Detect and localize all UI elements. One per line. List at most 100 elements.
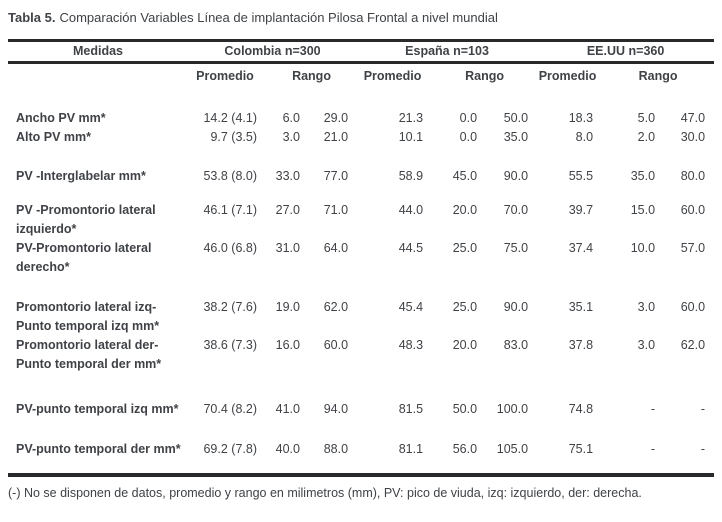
measure-cell: Ancho PV mm*: [16, 111, 106, 125]
value-cell: 35.0: [630, 169, 656, 183]
value-cell: 3.0: [637, 338, 656, 352]
subheader-promedio-espana: Promedio: [363, 69, 422, 83]
value-cell: 15.0: [630, 203, 656, 217]
value-cell: 27.0: [275, 203, 300, 217]
value-cell: 0.0: [459, 130, 478, 144]
table-row: PV-punto temporal izq mm* 70.4 (8.2) 41.…: [8, 374, 714, 419]
value-cell: 90.0: [503, 300, 529, 314]
value-cell: 75.0: [503, 241, 529, 255]
value-cell: 88.0: [323, 442, 349, 456]
measure-cell: Promontorio lateral der- Punto temporal …: [16, 338, 162, 371]
value-cell: -: [700, 442, 706, 456]
value-cell: 2.0: [637, 130, 656, 144]
group-header-espana: España n=103: [357, 40, 538, 64]
value-cell: 41.0: [275, 402, 300, 416]
measure-cell: Alto PV mm*: [16, 130, 92, 144]
value-cell: -: [650, 442, 656, 456]
table-title: Tabla 5. Comparación Variables Línea de i…: [8, 10, 714, 26]
value-cell: 45.0: [452, 169, 478, 183]
value-cell: 46.0 (6.8): [203, 241, 257, 255]
value-cell: 31.0: [275, 241, 300, 255]
subheader-rango-colombia: Rango: [292, 69, 331, 83]
page: Tabla 5. Comparación Variables Línea de i…: [0, 10, 722, 501]
table-title-text: Comparación Variables Línea de implantac…: [59, 10, 498, 25]
value-cell: 14.2 (4.1): [203, 111, 257, 125]
group-header-colombia: Colombia n=300: [188, 40, 358, 64]
table-row: PV -Interglabelar mm* 53.8 (8.0) 33.0 77…: [8, 147, 714, 186]
value-cell: 69.2 (7.8): [203, 442, 257, 456]
value-cell: 60.0: [680, 203, 706, 217]
table-number-label: Tabla 5.: [8, 10, 56, 25]
table-row: PV-punto temporal der mm* 69.2 (7.8) 40.…: [8, 419, 714, 475]
value-cell: 10.0: [630, 241, 656, 255]
value-cell: 38.6 (7.3): [203, 338, 257, 352]
measures-column-header: Medidas: [8, 40, 188, 64]
value-cell: 19.0: [275, 300, 300, 314]
table-body: Ancho PV mm* 14.2 (4.1) 6.0 29.0 21.3 0.…: [8, 83, 714, 475]
value-cell: 105.0: [496, 442, 529, 456]
value-cell: 71.0: [323, 203, 349, 217]
value-cell: 81.1: [398, 442, 424, 456]
value-cell: 64.0: [323, 241, 349, 255]
value-cell: 56.0: [452, 442, 478, 456]
measure-cell: PV-punto temporal der mm*: [16, 442, 181, 456]
value-cell: 81.5: [398, 402, 424, 416]
country-header-row: Medidas Colombia n=300 España n=103 EE.U…: [8, 40, 715, 64]
value-cell: 100.0: [496, 402, 529, 416]
value-cell: 46.1 (7.1): [203, 203, 257, 217]
value-cell: 38.2 (7.6): [203, 300, 257, 314]
value-cell: 40.0: [275, 442, 300, 456]
value-cell: 8.0: [575, 130, 594, 144]
value-cell: 20.0: [452, 338, 478, 352]
table-footnote: (-) No se disponen de datos, promedio y …: [8, 486, 642, 500]
value-cell: 47.0: [680, 111, 706, 125]
value-cell: 53.8 (8.0): [203, 169, 257, 183]
value-cell: 18.3: [568, 111, 594, 125]
value-cell: 80.0: [680, 169, 706, 183]
table-row: PV-Promontorio lateral derecho* 46.0 (6.…: [8, 239, 714, 277]
value-cell: 75.1: [568, 442, 594, 456]
value-cell: 50.0: [452, 402, 478, 416]
value-cell: 3.0: [637, 300, 656, 314]
value-cell: 35.0: [503, 130, 529, 144]
value-cell: -: [650, 402, 656, 416]
table-row: Promontorio lateral izq- Punto temporal …: [8, 277, 714, 336]
value-cell: 37.4: [568, 241, 594, 255]
table-row: Alto PV mm* 9.7 (3.5) 3.0 21.0 10.1 0.0 …: [8, 128, 714, 147]
value-cell: 70.4 (8.2): [203, 402, 257, 416]
value-cell: 6.0: [282, 111, 300, 125]
subheader-promedio-eeuu: Promedio: [538, 69, 597, 83]
measure-cell: Promontorio lateral izq- Punto temporal …: [16, 300, 160, 333]
group-header-eeuu: EE.UU n=360: [537, 40, 715, 64]
table-row: PV -Promontorio lateral izquierdo* 46.1 …: [8, 186, 714, 239]
value-cell: 44.5: [398, 241, 424, 255]
value-cell: 62.0: [323, 300, 349, 314]
value-cell: 77.0: [323, 169, 349, 183]
value-cell: 30.0: [680, 130, 706, 144]
value-cell: 55.5: [568, 169, 594, 183]
value-cell: 20.0: [452, 203, 478, 217]
subheader-rango-espana: Rango: [465, 69, 504, 83]
value-cell: 39.7: [568, 203, 594, 217]
value-cell: 62.0: [680, 338, 706, 352]
value-cell: 5.0: [637, 111, 656, 125]
value-cell: 37.8: [568, 338, 594, 352]
measure-cell: PV-Promontorio lateral derecho*: [16, 241, 152, 274]
value-cell: 29.0: [323, 111, 349, 125]
subheader-row: Promedio Rango Promedio Rango Promedio R…: [8, 63, 714, 83]
table-header: Medidas Colombia n=300 España n=103 EE.U…: [8, 40, 715, 83]
value-cell: 57.0: [680, 241, 706, 255]
value-cell: 44.0: [398, 203, 424, 217]
table-row: Ancho PV mm* 14.2 (4.1) 6.0 29.0 21.3 0.…: [8, 83, 714, 128]
table-row: Promontorio lateral der- Punto temporal …: [8, 336, 714, 374]
value-cell: 3.0: [282, 130, 300, 144]
value-cell: 10.1: [398, 130, 424, 144]
subheader-rango-eeuu: Rango: [638, 69, 678, 83]
value-cell: 35.1: [568, 300, 594, 314]
value-cell: 90.0: [503, 169, 529, 183]
value-cell: 94.0: [323, 402, 349, 416]
value-cell: 48.3: [398, 338, 424, 352]
value-cell: 33.0: [275, 169, 300, 183]
value-cell: 16.0: [275, 338, 300, 352]
value-cell: 0.0: [459, 111, 478, 125]
